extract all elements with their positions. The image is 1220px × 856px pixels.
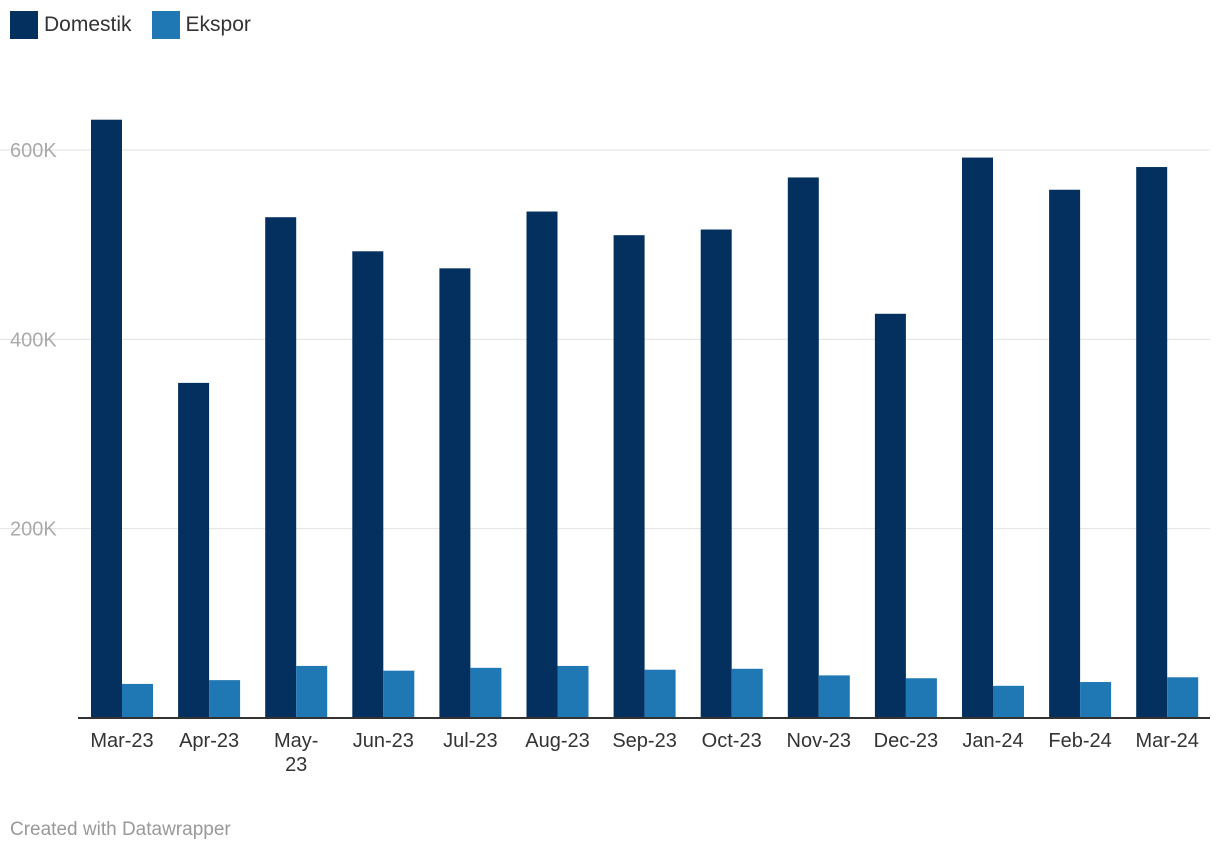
bar-ekspor bbox=[122, 683, 153, 718]
bar-domestik bbox=[178, 382, 210, 718]
bar-ekspor bbox=[296, 665, 328, 718]
legend-label-domestik: Domestik bbox=[44, 13, 132, 36]
bar-ekspor bbox=[383, 670, 415, 718]
bar-ekspor bbox=[731, 668, 763, 718]
bar-domestik bbox=[700, 229, 732, 718]
bar-domestik bbox=[613, 235, 645, 718]
y-tick-label: 400K bbox=[10, 329, 57, 351]
legend-swatch-domestik bbox=[10, 11, 38, 39]
bar-domestik bbox=[352, 251, 384, 718]
bar-ekspor bbox=[1167, 677, 1199, 718]
y-tick-label: 200K bbox=[10, 519, 57, 541]
y-tick-label: 600K bbox=[10, 140, 57, 162]
legend-item-domestik: Domestik bbox=[10, 11, 132, 39]
bar-domestik bbox=[962, 157, 993, 718]
x-tick-label: Dec-23 bbox=[874, 730, 938, 752]
bar-domestik bbox=[91, 119, 122, 718]
x-tick-label: Jul-23 bbox=[443, 730, 497, 752]
x-tick-label: May-23 bbox=[274, 730, 318, 776]
bar-domestik bbox=[439, 268, 471, 718]
bar-domestik bbox=[526, 211, 558, 719]
bar-ekspor bbox=[905, 678, 937, 718]
bar-ekspor bbox=[1080, 682, 1112, 718]
bar-ekspor bbox=[470, 667, 502, 718]
bar-domestik bbox=[874, 313, 906, 718]
bar-domestik bbox=[1136, 167, 1168, 719]
x-tick-label: Feb-24 bbox=[1048, 730, 1111, 752]
credit-text: Created with Datawrapper bbox=[10, 819, 231, 840]
bar-ekspor bbox=[993, 685, 1024, 718]
x-tick-label: Nov-23 bbox=[787, 730, 851, 752]
legend-item-ekspor: Ekspor bbox=[151, 11, 251, 39]
x-tick-label: Oct-23 bbox=[702, 730, 762, 752]
bar-domestik bbox=[1049, 189, 1081, 718]
x-tick-label: Sep-23 bbox=[612, 730, 677, 752]
bar-ekspor bbox=[209, 680, 241, 718]
x-tick-label: Jun-23 bbox=[353, 730, 414, 752]
chart-legend: Domestik Ekspor bbox=[10, 9, 271, 41]
x-tick-label: Apr-23 bbox=[179, 730, 239, 752]
bar-ekspor bbox=[818, 675, 850, 718]
legend-swatch-ekspor bbox=[151, 11, 180, 39]
bar-ekspor bbox=[557, 665, 589, 718]
legend-label-ekspor: Ekspor bbox=[185, 13, 251, 36]
x-tick-label: Mar-24 bbox=[1136, 730, 1199, 752]
bar-domestik bbox=[265, 217, 297, 719]
x-tick-label: Mar-23 bbox=[90, 730, 153, 752]
bar-chart: 200K 400K 600K Mar-23 Apr-23 May-23 Jun-23 Jul-… bbox=[0, 119, 1210, 776]
bar-ekspor bbox=[644, 669, 676, 718]
x-tick-label: Aug-23 bbox=[525, 730, 590, 752]
x-tick-label: Jan-24 bbox=[962, 730, 1023, 752]
bar-domestik bbox=[787, 177, 819, 718]
